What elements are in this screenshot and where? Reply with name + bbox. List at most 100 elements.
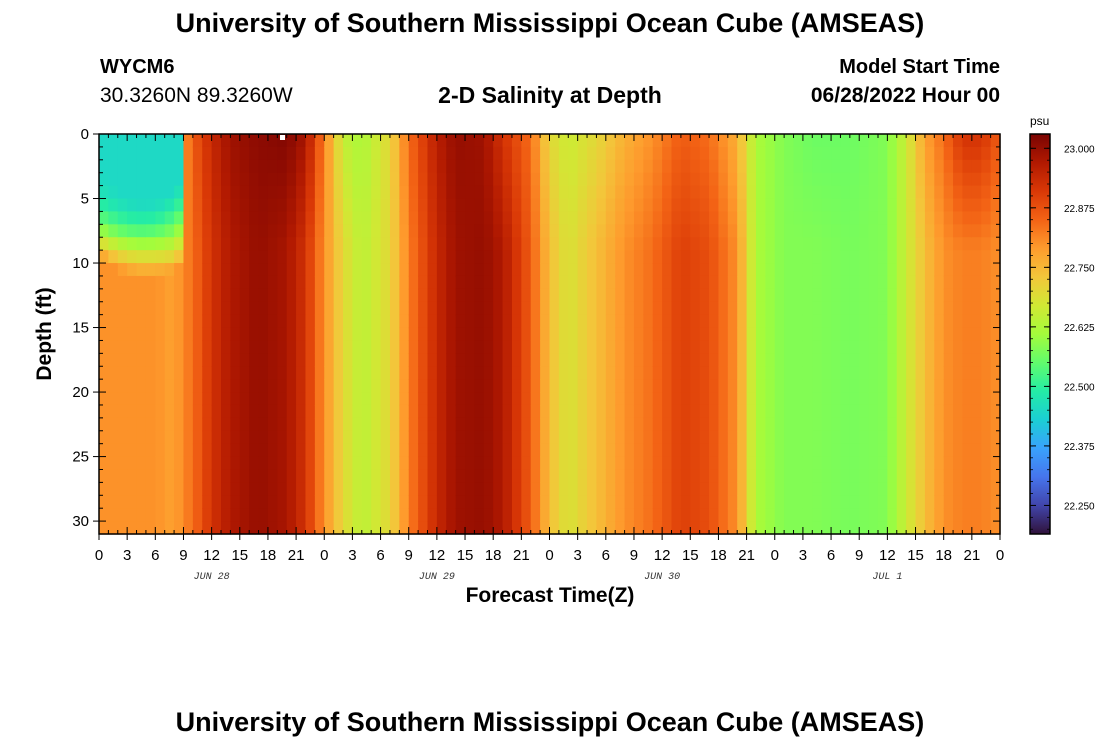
heatmap-cell: [577, 456, 588, 471]
heatmap-cell: [784, 301, 795, 316]
heatmap-cell: [408, 404, 419, 419]
heatmap-cell: [690, 495, 701, 509]
heatmap-cell: [249, 521, 260, 535]
heatmap-cell: [380, 172, 391, 187]
heatmap-cell: [549, 404, 560, 419]
heatmap-cell: [333, 353, 344, 367]
heatmap-cell: [361, 146, 372, 161]
heatmap-cell: [521, 456, 532, 471]
heatmap-cell: [530, 301, 541, 316]
heatmap-cell: [155, 288, 166, 303]
heatmap-cell: [455, 404, 466, 419]
heatmap-cell: [333, 469, 344, 483]
heatmap-cell: [192, 301, 203, 316]
heatmap-cell: [446, 146, 457, 161]
heatmap-cell: [953, 134, 964, 148]
heatmap-cell: [352, 495, 363, 509]
heatmap-cell: [324, 469, 335, 483]
heatmap-cell: [474, 469, 485, 483]
heatmap-cell: [493, 430, 504, 445]
heatmap-cell: [305, 275, 316, 290]
heatmap-cell: [418, 404, 429, 419]
heatmap-cell: [399, 456, 410, 471]
heatmap-cell: [981, 443, 992, 458]
heatmap-cell: [962, 198, 973, 213]
heatmap-cell: [352, 314, 363, 329]
heatmap-cell: [314, 392, 325, 406]
heatmap-cell: [286, 521, 297, 535]
heatmap-cell: [831, 185, 842, 200]
heatmap-cell: [493, 508, 504, 522]
heatmap-cell: [943, 275, 954, 290]
heatmap-cell: [474, 327, 485, 342]
heatmap-cell: [521, 185, 532, 200]
heatmap-cell: [587, 495, 598, 509]
heatmap-cell: [389, 211, 400, 225]
heatmap-cell: [624, 159, 635, 174]
heatmap-cell: [127, 146, 138, 161]
heatmap-cell: [352, 301, 363, 316]
heatmap-cell: [765, 521, 776, 535]
heatmap-cell: [117, 224, 128, 238]
heatmap-cell: [192, 404, 203, 419]
heatmap-cell: [558, 224, 569, 238]
heatmap-cell: [755, 379, 766, 393]
heatmap-cell: [596, 134, 607, 148]
heatmap-cell: [953, 379, 964, 393]
heatmap-cell: [145, 198, 156, 213]
heatmap-cell: [568, 288, 579, 303]
heatmap-cell: [465, 469, 476, 483]
heatmap-cell: [221, 366, 231, 380]
heatmap-cell: [164, 288, 175, 303]
heatmap-cell: [680, 263, 691, 277]
heatmap-cell: [549, 314, 560, 329]
heatmap-cell: [465, 172, 476, 187]
heatmap-cell: [699, 508, 710, 522]
heatmap-cell: [408, 495, 419, 509]
heatmap-cell: [511, 301, 522, 316]
heatmap-cell: [821, 495, 832, 509]
heatmap-cell: [821, 521, 832, 535]
heatmap-cell: [258, 417, 269, 432]
heatmap-cell: [540, 482, 551, 496]
heatmap-cell: [568, 263, 579, 277]
heatmap-cell: [615, 456, 626, 471]
heatmap-cell: [436, 404, 447, 419]
heatmap-cell: [615, 469, 626, 483]
heatmap-cell: [305, 379, 316, 393]
heatmap-cell: [380, 353, 391, 367]
heatmap-cell: [643, 521, 654, 535]
heatmap-cell: [558, 430, 569, 445]
heatmap-cell: [249, 379, 260, 393]
heatmap-cell: [924, 430, 935, 445]
heatmap-cell: [971, 134, 982, 148]
heatmap-cell: [230, 146, 241, 161]
heatmap-cell: [530, 456, 541, 471]
heatmap-cell: [427, 456, 438, 471]
heatmap-cell: [155, 469, 166, 483]
heatmap-cell: [511, 134, 522, 148]
x-date-label: JUL 1: [872, 572, 902, 583]
heatmap-cell: [981, 417, 992, 432]
heatmap-cell: [990, 379, 1001, 393]
heatmap-cell: [324, 443, 335, 458]
heatmap-cell: [652, 353, 663, 367]
x-tick-label: 15: [457, 547, 474, 564]
heatmap-cell: [258, 314, 269, 329]
heatmap-cell: [915, 366, 926, 380]
heatmap-cell: [117, 379, 128, 393]
heatmap-cell: [239, 134, 250, 148]
heatmap-cell: [108, 159, 119, 174]
heatmap-cell: [934, 379, 945, 393]
heatmap-cell: [540, 392, 551, 406]
heatmap-cell: [915, 288, 926, 303]
heatmap-cell: [962, 263, 973, 277]
heatmap-cell: [174, 301, 185, 316]
heatmap-cell: [840, 263, 851, 277]
heatmap-cell: [887, 392, 898, 406]
heatmap-cell: [784, 404, 795, 419]
heatmap-cell: [680, 134, 691, 148]
heatmap-cell: [652, 211, 663, 225]
heatmap-cell: [221, 250, 231, 264]
heatmap-cell: [164, 456, 175, 471]
